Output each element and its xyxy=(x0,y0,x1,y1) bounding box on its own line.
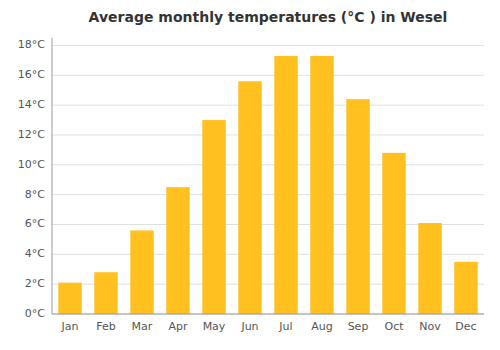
bar xyxy=(166,187,189,314)
bar xyxy=(274,56,297,314)
y-tick-label: 6°C xyxy=(25,217,45,230)
bar xyxy=(238,81,261,314)
grid-line xyxy=(52,75,484,76)
grid-line xyxy=(52,45,484,46)
bar xyxy=(418,223,441,314)
grid-line xyxy=(52,164,484,165)
x-tick-label: Oct xyxy=(384,320,404,333)
grid-line xyxy=(52,105,484,106)
y-tick-label: 16°C xyxy=(18,68,45,81)
grid-line xyxy=(52,134,484,135)
chart-container: 0°C 2°C 4°C 6°C 8°C 10°C 12°C 14°C 16°C 18°C Jan Fe… xyxy=(0,0,500,350)
y-axis: 0°C 2°C 4°C 6°C 8°C 10°C 12°C 14°C 16°C 18°C xyxy=(18,38,45,320)
y-tick-label: 0°C xyxy=(25,307,45,320)
bar xyxy=(94,272,117,314)
y-tick-label: 8°C xyxy=(25,188,45,201)
y-tick-label: 12°C xyxy=(18,128,45,141)
grid-line xyxy=(52,194,484,195)
x-axis: Jan Feb Mar Apr May Jun Jul Aug Sep Oct Nov Dec xyxy=(61,320,477,333)
x-tick-label: May xyxy=(203,320,226,333)
y-tick-label: 14°C xyxy=(18,98,45,111)
x-tick-label: Sep xyxy=(348,320,369,333)
y-tick-label: 10°C xyxy=(18,158,45,171)
x-tick-label: Mar xyxy=(132,320,153,333)
x-tick-label: Feb xyxy=(96,320,115,333)
bar xyxy=(202,120,225,314)
bar xyxy=(346,99,369,314)
x-tick-label: Jan xyxy=(61,320,79,333)
x-tick-label: Dec xyxy=(455,320,476,333)
bar xyxy=(130,230,153,314)
x-tick-label: Jun xyxy=(240,320,258,333)
bars xyxy=(58,56,477,314)
bar xyxy=(310,56,333,314)
y-axis-line xyxy=(52,38,53,314)
y-tick-label: 2°C xyxy=(25,277,45,290)
y-tick-label: 18°C xyxy=(18,38,45,51)
title: Average monthly temperatures (°C ) in We… xyxy=(89,9,448,25)
grid xyxy=(52,45,484,314)
x-tick-label: Aug xyxy=(311,320,332,333)
chart: 0°C 2°C 4°C 6°C 8°C 10°C 12°C 14°C 16°C 18°C Jan Fe… xyxy=(0,0,500,350)
grid-line xyxy=(52,314,484,315)
x-tick-label: Nov xyxy=(419,320,441,333)
x-tick-label: Apr xyxy=(168,320,188,333)
y-tick-label: 4°C xyxy=(25,247,45,260)
x-tick-label: Jul xyxy=(278,320,292,333)
bar xyxy=(454,262,477,314)
bar xyxy=(58,283,81,314)
x-axis-line xyxy=(52,314,484,315)
bar xyxy=(382,153,405,314)
